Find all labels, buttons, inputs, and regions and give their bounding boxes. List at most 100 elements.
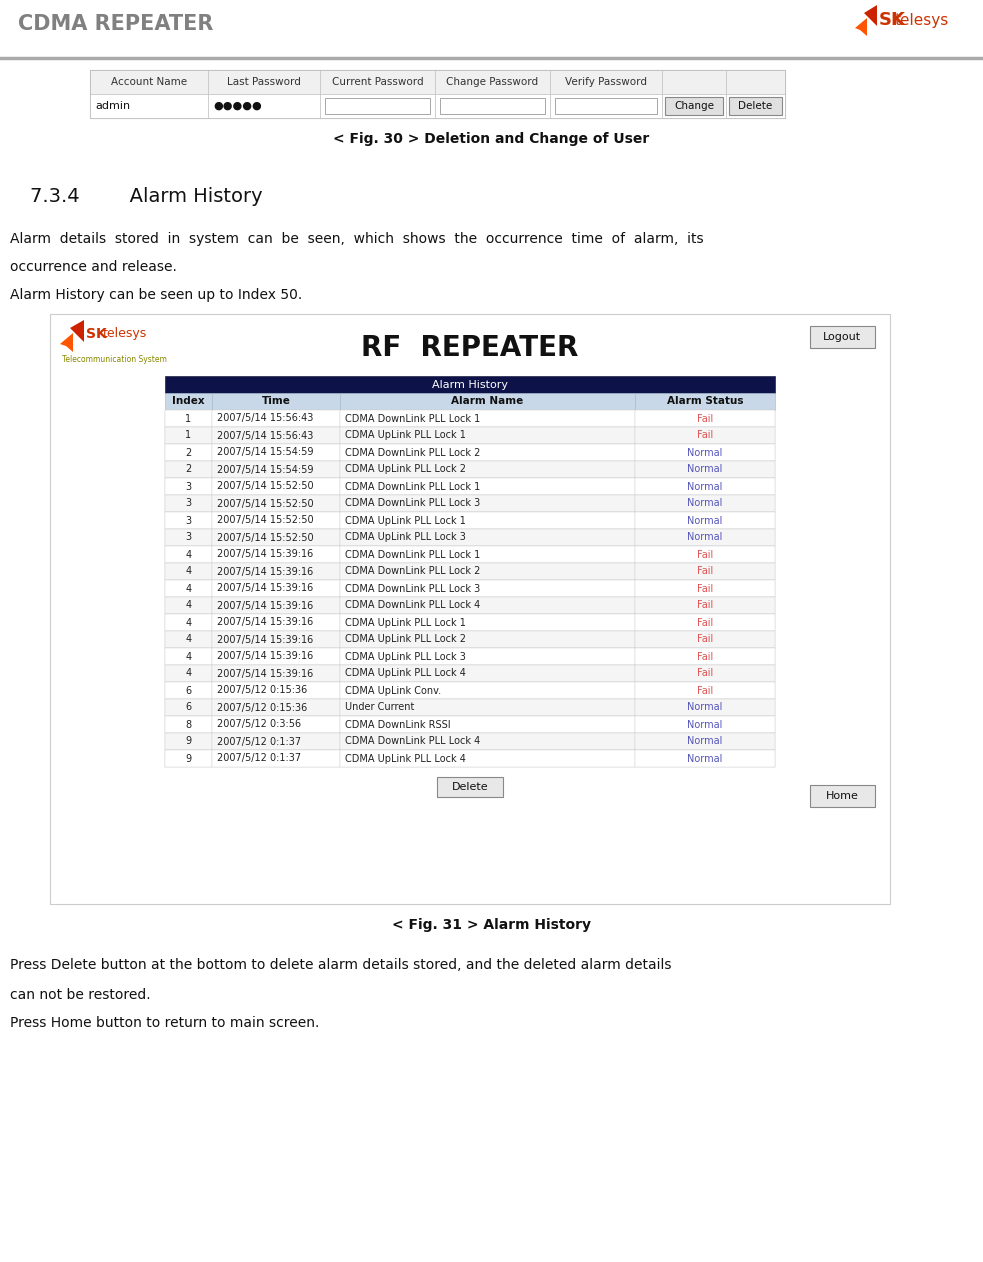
Bar [340, 495, 635, 512]
Bar [635, 750, 775, 767]
Text: 2007/5/12 0:15:36: 2007/5/12 0:15:36 [217, 703, 308, 713]
Text: Delete: Delete [738, 101, 773, 111]
Bar [165, 699, 212, 716]
Text: Normal: Normal [687, 448, 723, 458]
Text: 2007/5/14 15:39:16: 2007/5/14 15:39:16 [217, 635, 314, 645]
Text: telesys: telesys [103, 328, 147, 341]
Bar [340, 546, 635, 563]
Text: Account Name: Account Name [111, 77, 187, 87]
Text: Change Password: Change Password [446, 77, 539, 87]
Text: ●●●●●: ●●●●● [213, 101, 261, 111]
Polygon shape [60, 333, 73, 352]
Text: 1: 1 [186, 430, 192, 440]
Text: 6: 6 [186, 703, 192, 713]
Bar [212, 699, 340, 716]
Bar [662, 93, 726, 119]
Bar [90, 69, 208, 93]
Text: Normal: Normal [687, 498, 723, 509]
Bar [165, 461, 775, 478]
Text: 2: 2 [186, 464, 192, 475]
Text: 4: 4 [186, 651, 192, 661]
Text: CDMA UpLink PLL Lock 2: CDMA UpLink PLL Lock 2 [345, 464, 466, 475]
Text: CDMA DownLink RSSI: CDMA DownLink RSSI [345, 719, 450, 729]
Bar [340, 410, 635, 427]
Bar [340, 427, 635, 444]
Text: Normal: Normal [687, 753, 723, 764]
Text: 2007/5/14 15:56:43: 2007/5/14 15:56:43 [217, 414, 314, 424]
Text: 9: 9 [186, 737, 192, 747]
Bar [165, 392, 212, 410]
Text: Fail: Fail [697, 669, 713, 679]
Bar [550, 93, 662, 119]
Text: Alarm Name: Alarm Name [451, 396, 524, 406]
Bar [810, 326, 875, 348]
Text: Verify Password: Verify Password [565, 77, 647, 87]
Text: Normal: Normal [687, 464, 723, 475]
Bar [550, 69, 662, 93]
Bar [212, 546, 340, 563]
Text: CDMA REPEATER: CDMA REPEATER [18, 14, 213, 34]
Bar [340, 699, 635, 716]
Bar [212, 495, 340, 512]
Text: Time: Time [261, 396, 290, 406]
Text: 4: 4 [186, 567, 192, 577]
Text: CDMA DownLink PLL Lock 1: CDMA DownLink PLL Lock 1 [345, 549, 481, 559]
Bar [90, 93, 208, 119]
Text: CDMA DownLink PLL Lock 3: CDMA DownLink PLL Lock 3 [345, 583, 481, 593]
Bar [165, 529, 212, 546]
Text: 7.3.4        Alarm History: 7.3.4 Alarm History [30, 187, 262, 206]
Bar [635, 478, 775, 495]
Text: Fail: Fail [697, 430, 713, 440]
Bar [340, 647, 635, 665]
Bar [635, 461, 775, 478]
Bar [212, 563, 340, 581]
Text: 9: 9 [186, 753, 192, 764]
Text: 2007/5/14 15:52:50: 2007/5/14 15:52:50 [217, 482, 314, 491]
Text: < Fig. 31 > Alarm History: < Fig. 31 > Alarm History [392, 917, 591, 933]
Bar [635, 392, 775, 410]
Bar [165, 478, 775, 495]
Text: CDMA DownLink PLL Lock 2: CDMA DownLink PLL Lock 2 [345, 448, 481, 458]
Text: Current Password: Current Password [331, 77, 424, 87]
Text: 2007/5/14 15:54:59: 2007/5/14 15:54:59 [217, 464, 314, 475]
Bar [165, 546, 775, 563]
Text: 4: 4 [186, 635, 192, 645]
Text: 2007/5/14 15:56:43: 2007/5/14 15:56:43 [217, 430, 314, 440]
Text: Alarm  details  stored  in  system  can  be  seen,  which  shows  the  occurrenc: Alarm details stored in system can be se… [10, 232, 704, 246]
Bar [635, 581, 775, 597]
Text: Normal: Normal [687, 737, 723, 747]
Bar [165, 376, 775, 392]
Bar [212, 461, 340, 478]
Text: telesys: telesys [895, 13, 950, 28]
Bar [726, 93, 785, 119]
Bar [165, 546, 212, 563]
Text: CDMA UpLink PLL Lock 2: CDMA UpLink PLL Lock 2 [345, 635, 466, 645]
Bar [208, 93, 320, 119]
Bar [440, 98, 545, 114]
Bar [165, 615, 212, 631]
Bar [165, 512, 775, 529]
Text: 3: 3 [186, 515, 192, 525]
Bar [165, 427, 212, 444]
Text: 8: 8 [186, 719, 192, 729]
Bar [340, 512, 635, 529]
Bar [165, 631, 212, 647]
Bar [165, 750, 212, 767]
Text: 2007/5/14 15:54:59: 2007/5/14 15:54:59 [217, 448, 314, 458]
Bar [635, 647, 775, 665]
Text: CDMA UpLink PLL Lock 1: CDMA UpLink PLL Lock 1 [345, 515, 466, 525]
Bar [635, 529, 775, 546]
Bar [340, 681, 635, 699]
Bar [165, 733, 775, 750]
Bar [165, 647, 775, 665]
Text: 2007/5/12 0:15:36: 2007/5/12 0:15:36 [217, 685, 308, 695]
Text: 4: 4 [186, 601, 192, 611]
Text: 2007/5/14 15:39:16: 2007/5/14 15:39:16 [217, 651, 314, 661]
Bar [212, 665, 340, 681]
Text: Normal: Normal [687, 533, 723, 543]
Bar [635, 615, 775, 631]
Bar [165, 716, 212, 733]
Bar [555, 98, 657, 114]
Bar [635, 716, 775, 733]
Text: SK: SK [879, 11, 906, 29]
